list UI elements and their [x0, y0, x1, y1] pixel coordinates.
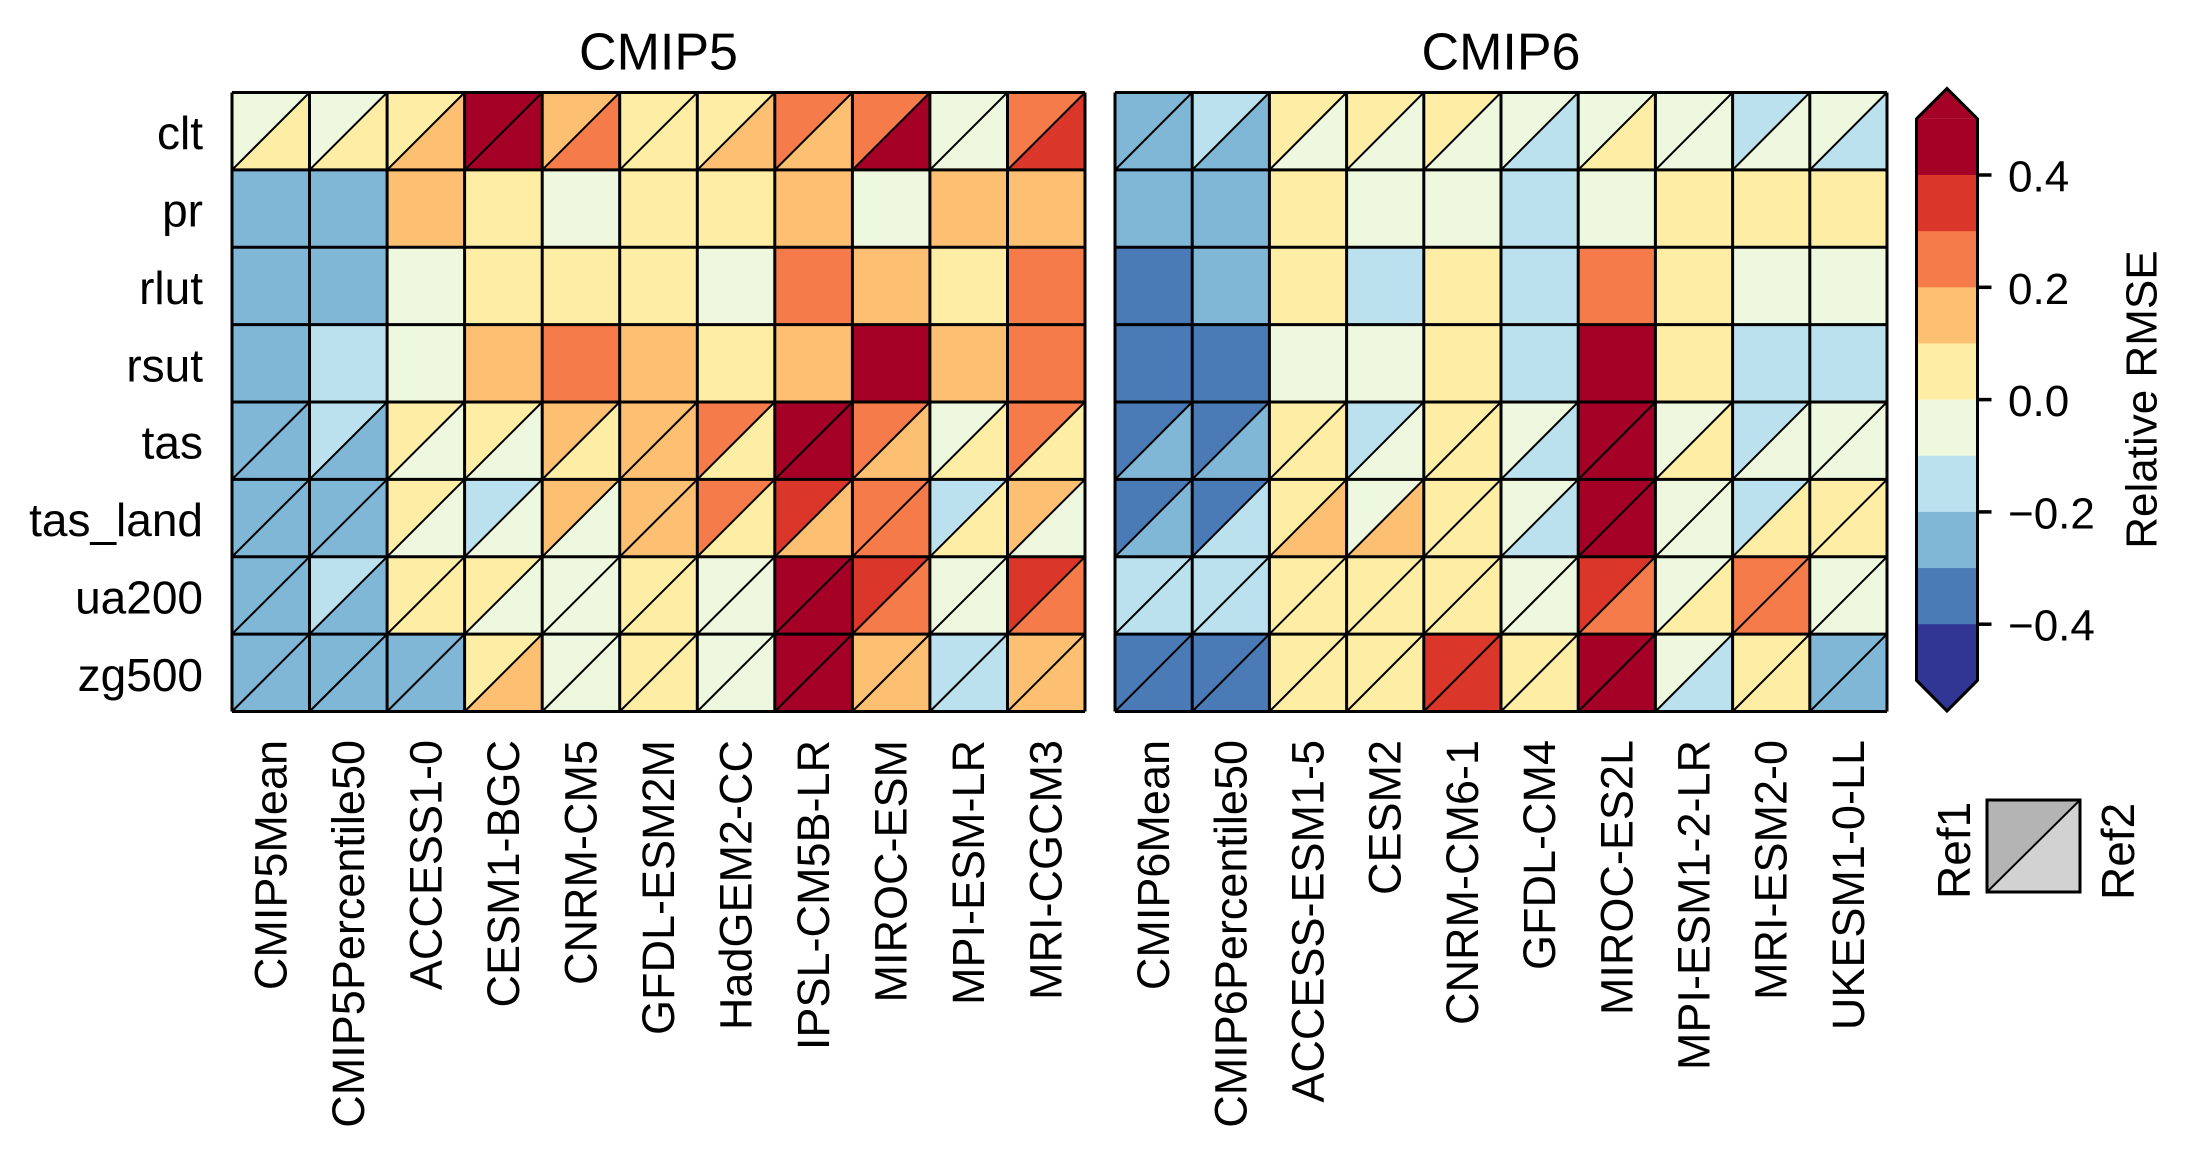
svg-text:ACCESS1-0: ACCESS1-0	[400, 740, 451, 990]
svg-text:0.2: 0.2	[2008, 265, 2069, 314]
svg-text:tas_land: tas_land	[29, 494, 203, 546]
svg-text:ua200: ua200	[75, 571, 203, 623]
svg-text:CESM2: CESM2	[1360, 740, 1411, 895]
svg-text:−0.4: −0.4	[2008, 602, 2095, 651]
svg-text:GFDL-ESM2M: GFDL-ESM2M	[633, 740, 684, 1035]
svg-text:MRI-ESM2-0: MRI-ESM2-0	[1746, 740, 1797, 1000]
svg-text:Relative RMSE: Relative RMSE	[2118, 250, 2167, 548]
svg-text:0.0: 0.0	[2008, 377, 2069, 426]
svg-text:clt: clt	[157, 107, 203, 159]
svg-text:ACCESS-ESM1-5: ACCESS-ESM1-5	[1283, 740, 1334, 1103]
svg-text:Ref2: Ref2	[2092, 803, 2144, 900]
svg-text:MPI-ESM-LR: MPI-ESM-LR	[943, 740, 994, 1005]
svg-text:CMIP5: CMIP5	[579, 24, 738, 82]
svg-text:CNRM-CM5: CNRM-CM5	[556, 740, 607, 985]
svg-text:UKESM1-0-LL: UKESM1-0-LL	[1823, 740, 1874, 1030]
svg-text:MIROC-ES2L: MIROC-ES2L	[1591, 740, 1642, 1015]
svg-text:MPI-ESM1-2-LR: MPI-ESM1-2-LR	[1669, 740, 1720, 1070]
svg-text:Ref1: Ref1	[1928, 802, 1980, 899]
svg-text:pr: pr	[162, 185, 203, 237]
svg-text:tas: tas	[142, 417, 203, 469]
svg-text:HadGEM2-CC: HadGEM2-CC	[711, 740, 762, 1030]
svg-text:MRI-CGCM3: MRI-CGCM3	[1021, 740, 1072, 1000]
svg-text:CMIP6: CMIP6	[1422, 24, 1581, 82]
svg-text:CNRM-CM6-1: CNRM-CM6-1	[1437, 740, 1488, 1025]
svg-text:zg500: zg500	[78, 649, 203, 701]
svg-text:CMIP6Percentile50: CMIP6Percentile50	[1205, 740, 1256, 1128]
svg-text:CMIP5Percentile50: CMIP5Percentile50	[323, 740, 374, 1128]
svg-text:rsut: rsut	[126, 339, 203, 391]
svg-text:rlut: rlut	[139, 262, 203, 314]
svg-text:−0.2: −0.2	[2008, 489, 2095, 538]
svg-text:CESM1-BGC: CESM1-BGC	[478, 740, 529, 1008]
svg-text:CMIP6Mean: CMIP6Mean	[1128, 740, 1179, 990]
svg-text:GFDL-CM4: GFDL-CM4	[1514, 740, 1565, 970]
svg-text:IPSL-CM5B-LR: IPSL-CM5B-LR	[788, 740, 839, 1050]
svg-text:0.4: 0.4	[2008, 153, 2069, 202]
svg-text:CMIP5Mean: CMIP5Mean	[245, 740, 296, 990]
svg-text:MIROC-ESM: MIROC-ESM	[866, 740, 917, 1003]
